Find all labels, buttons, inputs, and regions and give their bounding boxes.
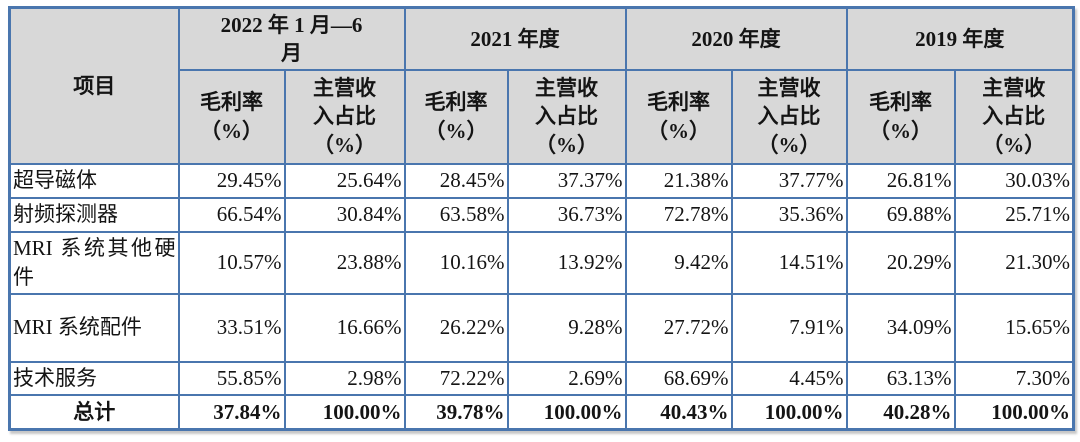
data-cell: 7.30% [953, 360, 1075, 396]
data-cell: 100.00% [730, 393, 848, 431]
data-cell: 16.66% [283, 292, 406, 363]
data-cell: 63.13% [845, 360, 956, 396]
col-header-margin-2020: 毛利率 （%） [624, 68, 733, 165]
data-cell: 9.28% [506, 292, 627, 363]
data-cell: 25.64% [283, 162, 406, 199]
table-row-rf-detector: 射频探测器 66.54% 30.84% 63.58% 36.73% 72.78%… [8, 196, 1075, 233]
data-cell: 63.58% [403, 196, 509, 233]
data-cell: 4.45% [730, 360, 848, 396]
table-row-mri-accessories: MRI 系统配件 33.51% 16.66% 26.22% 9.28% 27.7… [8, 292, 1075, 363]
data-cell: 100.00% [283, 393, 406, 431]
data-cell: 10.57% [177, 230, 286, 295]
data-cell: 21.38% [624, 162, 733, 199]
data-cell: 37.77% [730, 162, 848, 199]
data-cell: 40.43% [624, 393, 733, 431]
header-row-years: 项目 2022 年 1 月—6 月 2021 年度 2020 年度 2019 年… [8, 6, 1075, 165]
data-cell: 29.45% [177, 162, 286, 199]
data-cell: 36.73% [506, 196, 627, 233]
data-cell: 15.65% [953, 292, 1075, 363]
row-item-label: 技术服务 [8, 360, 180, 396]
data-cell: 37.84% [177, 393, 286, 431]
data-cell: 34.09% [845, 292, 956, 363]
row-item-label: 射频探测器 [8, 196, 180, 233]
data-cell: 25.71% [953, 196, 1075, 233]
data-cell: 10.16% [403, 230, 509, 295]
data-cell: 23.88% [283, 230, 406, 295]
data-cell: 39.78% [403, 393, 509, 431]
col-header-item: 项目 [8, 6, 180, 165]
data-cell: 35.36% [730, 196, 848, 233]
col-header-margin-2021: 毛利率 （%） [403, 68, 509, 165]
table-row-superconducting-magnet: 超导磁体 29.45% 25.64% 28.45% 37.37% 21.38% … [8, 162, 1075, 199]
data-cell: 9.42% [624, 230, 733, 295]
data-cell: 30.84% [283, 196, 406, 233]
data-cell: 66.54% [177, 196, 286, 233]
data-cell: 13.92% [506, 230, 627, 295]
gross-margin-revenue-table: 项目 2022 年 1 月—6 月 2021 年度 2020 年度 2019 年… [8, 6, 1075, 431]
data-cell: 21.30% [953, 230, 1075, 295]
data-cell: 100.00% [506, 393, 627, 431]
data-cell: 27.72% [624, 292, 733, 363]
data-cell: 2.69% [506, 360, 627, 396]
col-header-2020: 2020 年度 [624, 6, 848, 71]
total-row-label: 总计 [8, 393, 180, 431]
data-cell: 55.85% [177, 360, 286, 396]
data-cell: 7.91% [730, 292, 848, 363]
col-header-share-2022h1: 主营收 入占比 （%） [283, 68, 406, 165]
data-cell: 68.69% [624, 360, 733, 396]
col-header-share-2020: 主营收 入占比 （%） [730, 68, 848, 165]
data-cell: 26.22% [403, 292, 509, 363]
data-cell: 69.88% [845, 196, 956, 233]
data-cell: 30.03% [953, 162, 1075, 199]
data-cell: 72.78% [624, 196, 733, 233]
col-header-share-2019: 主营收 入占比 （%） [953, 68, 1075, 165]
data-cell: 33.51% [177, 292, 286, 363]
table-row-total: 总计 37.84% 100.00% 39.78% 100.00% 40.43% … [8, 393, 1075, 431]
col-header-share-2021: 主营收 入占比 （%） [506, 68, 627, 165]
row-item-label: 超导磁体 [8, 162, 180, 199]
col-header-margin-2022h1: 毛利率 （%） [177, 68, 286, 165]
data-cell: 100.00% [953, 393, 1075, 431]
data-cell: 37.37% [506, 162, 627, 199]
row-item-label: MRI 系统配件 [8, 292, 180, 363]
data-cell: 40.28% [845, 393, 956, 431]
data-cell: 28.45% [403, 162, 509, 199]
header-row-metrics: 毛利率 （%） 主营收 入占比 （%） 毛利率 （%） 主营收 入占比 （%） … [10, 68, 1075, 165]
col-header-2022h1: 2022 年 1 月—6 月 [177, 6, 406, 71]
data-cell: 72.22% [403, 360, 509, 396]
data-cell: 20.29% [845, 230, 956, 295]
data-cell: 26.81% [845, 162, 956, 199]
table-row-technical-services: 技术服务 55.85% 2.98% 72.22% 2.69% 68.69% 4.… [8, 360, 1075, 396]
row-item-label: MRI 系统其他硬件 [8, 230, 180, 295]
col-header-2021: 2021 年度 [403, 6, 627, 71]
data-cell: 14.51% [730, 230, 848, 295]
col-header-margin-2019: 毛利率 （%） [845, 68, 956, 165]
table-row-mri-other-hardware: MRI 系统其他硬件 10.57% 23.88% 10.16% 13.92% 9… [8, 230, 1075, 295]
col-header-2019: 2019 年度 [845, 6, 1075, 71]
data-cell: 2.98% [283, 360, 406, 396]
